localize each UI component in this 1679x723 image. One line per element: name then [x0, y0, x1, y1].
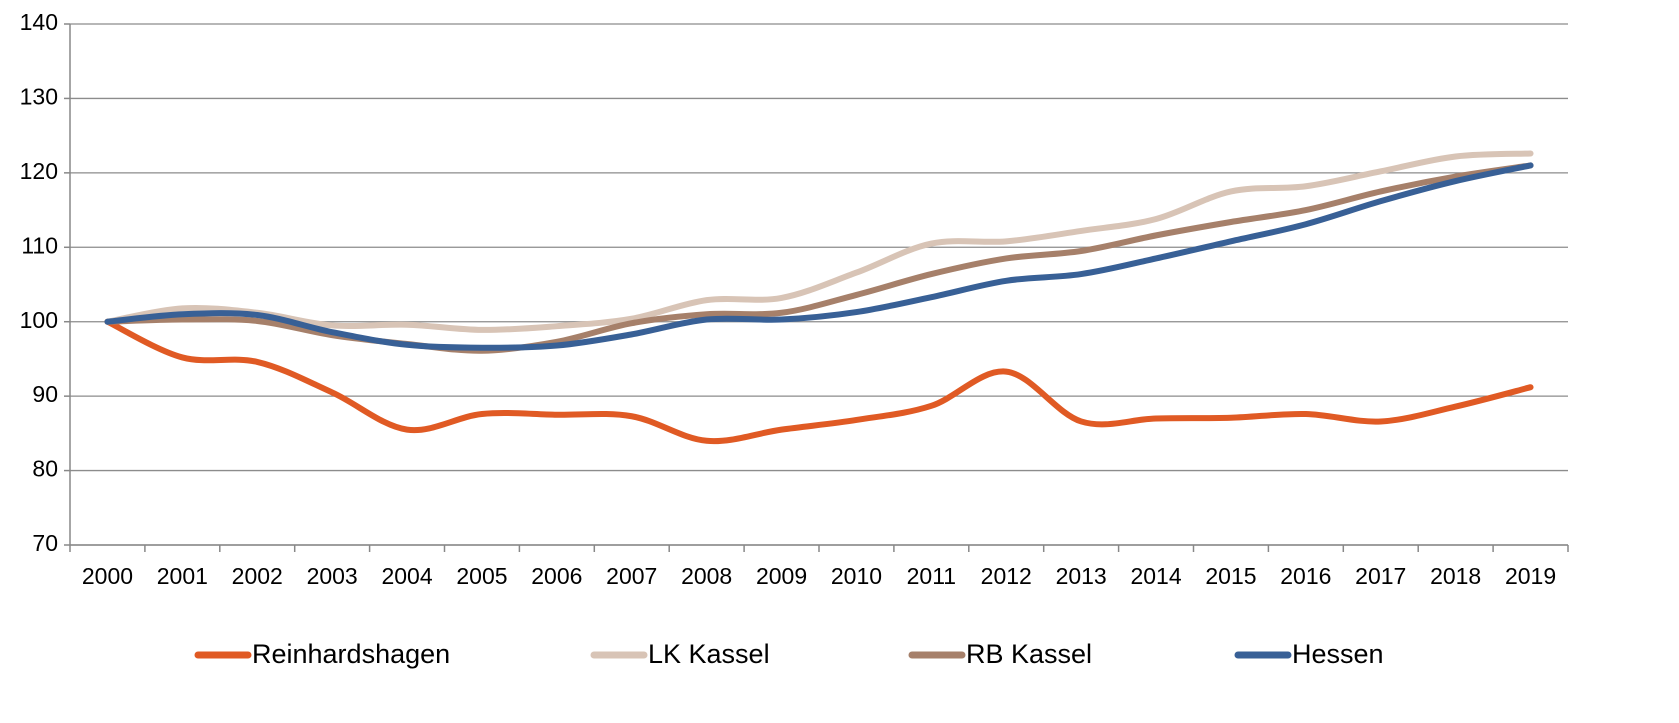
x-tick-label: 2000	[82, 563, 133, 589]
x-tick-label: 2019	[1505, 563, 1556, 589]
y-tick-label: 80	[32, 456, 58, 482]
x-tick-label: 2004	[381, 563, 432, 589]
x-tick-label: 2016	[1280, 563, 1331, 589]
legend-label: LK Kassel	[648, 639, 770, 669]
x-tick-label: 2014	[1130, 563, 1181, 589]
x-tick-label: 2008	[681, 563, 732, 589]
x-tick-label: 2006	[531, 563, 582, 589]
x-tick-label: 2012	[981, 563, 1032, 589]
x-tick-label: 2013	[1056, 563, 1107, 589]
x-tick-label: 2007	[606, 563, 657, 589]
y-tick-label: 120	[20, 158, 58, 184]
x-tick-label: 2003	[307, 563, 358, 589]
x-tick-label: 2011	[907, 563, 956, 589]
x-tick-label: 2005	[456, 563, 507, 589]
x-tick-label: 2009	[756, 563, 807, 589]
series-line	[104, 150, 1534, 333]
legend-label: Reinhardshagen	[252, 639, 450, 669]
series-line	[104, 318, 1534, 445]
x-tick-label: 2001	[157, 563, 208, 589]
x-tick-label: 2002	[232, 563, 283, 589]
x-tick-label: 2018	[1430, 563, 1481, 589]
x-tick-label: 2017	[1355, 563, 1406, 589]
y-tick-label: 140	[20, 9, 58, 35]
y-tick-label: 110	[21, 232, 58, 258]
legend-label: RB Kassel	[966, 639, 1092, 669]
y-tick-label: 70	[32, 530, 58, 556]
x-tick-label: 2010	[831, 563, 882, 589]
y-tick-label: 130	[20, 84, 58, 110]
y-tick-label: 100	[20, 307, 58, 333]
y-tick-label: 90	[32, 381, 58, 407]
x-tick-label: 2015	[1205, 563, 1256, 589]
series-line	[104, 162, 1534, 351]
legend-label: Hessen	[1292, 639, 1384, 669]
